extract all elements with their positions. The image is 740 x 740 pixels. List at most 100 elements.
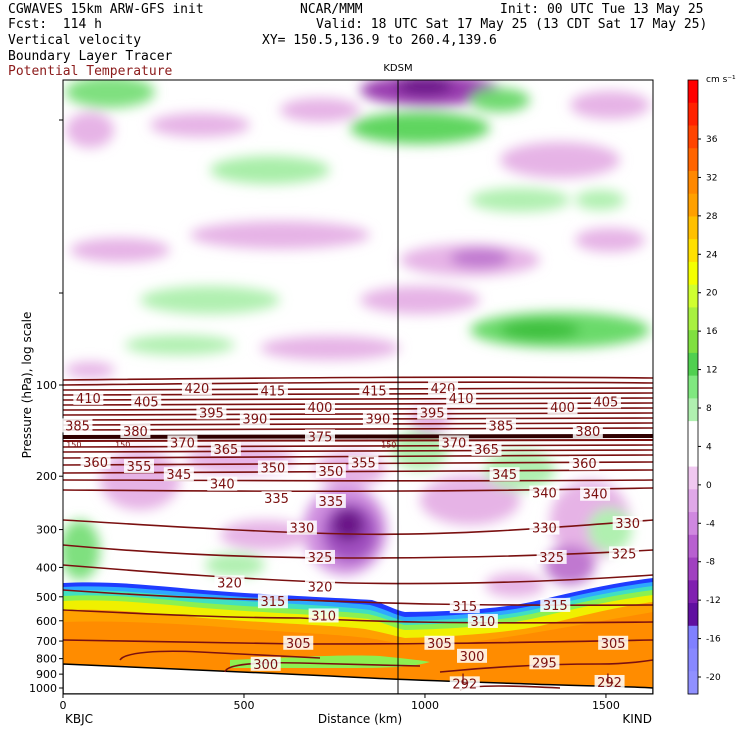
field-tracer: Boundary Layer Tracer — [8, 49, 173, 64]
theta-label-bg — [580, 486, 611, 501]
theta-contour-label: 375 — [308, 430, 333, 445]
y-axis-title: Pressure (hPa), log scale — [20, 312, 34, 459]
colorbar-unit: cm s⁻¹ — [706, 75, 736, 85]
theta-contour-label: 400 — [308, 401, 333, 416]
colorbar-swatch — [688, 216, 698, 240]
theta-contour-label: 340 — [210, 478, 235, 493]
theta-label-bg — [315, 463, 346, 478]
colorbar-swatch — [688, 398, 698, 422]
colorbar-swatch — [688, 307, 698, 331]
theta-label-bg — [348, 455, 379, 470]
theta-label-bg — [257, 383, 288, 398]
theta-contour-label: 325 — [612, 547, 637, 562]
theta-label-bg — [167, 435, 198, 450]
colorbar-swatch — [688, 375, 698, 399]
x-axis-title: Distance (km) — [318, 712, 402, 726]
theta-label-bg — [457, 648, 488, 663]
theta-contour-label: 310 — [311, 609, 336, 624]
theta-label-bg — [239, 411, 270, 426]
theta-contour-label: 370 — [442, 436, 467, 451]
theta-label-bg — [536, 549, 567, 564]
theta-contour-label: 305 — [427, 637, 452, 652]
colorbar-tick-label: 4 — [706, 442, 712, 452]
colorbar-swatch — [688, 284, 698, 308]
theta-contour-label: 320 — [308, 581, 333, 596]
theta-label-bg — [572, 423, 603, 438]
colorbar-tick-label: 32 — [706, 173, 717, 183]
theta-label-bg — [163, 467, 194, 482]
theta-label-bg — [286, 520, 317, 535]
theta-label-bg — [529, 520, 560, 535]
theta-contour-label: 380 — [123, 425, 148, 440]
field-potential-temperature: Potential Temperature — [8, 64, 173, 79]
y-tick-label: 300 — [36, 524, 57, 537]
x-axis: 0 500 1000 1500 — [60, 694, 620, 712]
y-tick-label: 900 — [36, 668, 57, 681]
theta-label-bg — [131, 394, 162, 409]
theta-contour-label: 365 — [213, 443, 238, 458]
org-label: NCAR/MMM — [300, 2, 363, 17]
colorbar-swatch — [688, 443, 698, 468]
theta-label-bg — [612, 516, 643, 531]
theta-contour-label: 395 — [199, 406, 224, 421]
theta-contour-label: 355 — [351, 457, 376, 472]
colorbar-swatch — [688, 421, 698, 445]
colorbar-tick-label: 0 — [706, 481, 712, 491]
theta-contour-label: 345 — [166, 468, 191, 483]
theta-contour-label: 330 — [289, 522, 314, 537]
theta-contour-label: 405 — [134, 395, 159, 410]
colorbar-tick-label: 28 — [706, 212, 718, 222]
theta-label-bg — [315, 493, 346, 508]
theta-contour-label: 415 — [261, 385, 286, 400]
theta-contour-label: 340 — [583, 488, 608, 503]
colorbar-swatch — [688, 625, 698, 650]
colorbar-swatch — [688, 352, 698, 377]
theta-label-bg — [214, 575, 245, 590]
theta-contour-label: 315 — [543, 599, 568, 614]
theta-contour-label: 295 — [532, 656, 557, 671]
colorbar-tick-label: -20 — [706, 673, 721, 683]
theta-label-bg — [449, 676, 480, 691]
colorbar-swatch — [688, 102, 698, 126]
theta-contour-label: 300 — [253, 658, 278, 673]
colorbar-swatch — [688, 489, 698, 513]
colorbar-swatch — [688, 603, 698, 627]
theta-label-bg — [609, 546, 640, 561]
y-tick-label: 400 — [36, 561, 57, 574]
theta-contour-label: 320 — [217, 576, 242, 591]
theta-label-bg — [594, 674, 625, 689]
theta-contour-label: 330 — [532, 522, 557, 537]
colorbar-swatch — [688, 512, 698, 536]
station-label: KDSM — [383, 63, 412, 74]
theta-contour-label: 325 — [539, 551, 564, 566]
theta-label-bg — [257, 460, 288, 475]
low-marker: L — [461, 672, 469, 687]
theta-label-bg — [598, 635, 629, 650]
y-tick-label: 1000 — [29, 682, 57, 695]
theta-contour-label: 345 — [492, 468, 517, 483]
theta-contour-label: 335 — [264, 492, 289, 507]
theta-label-bg — [569, 456, 600, 471]
cross-section-coords: XY= 150.5,136.9 to 260.4,139.6 — [262, 33, 497, 48]
theta-contour-label: 305 — [601, 637, 626, 652]
colorbar-tick-label: -16 — [706, 635, 721, 645]
theta-contour-label: 340 — [532, 487, 557, 502]
colorbar-swatch — [688, 170, 698, 195]
theta-contour-label: 292 — [452, 677, 477, 692]
theta-label-bg — [446, 390, 477, 405]
theta-label-bg — [257, 594, 288, 609]
theta-label-bg — [304, 549, 335, 564]
theta-label-bg — [417, 405, 448, 420]
theta-label-bg — [590, 394, 621, 409]
theta-label-bg — [207, 476, 238, 491]
theta-contour-label: 400 — [550, 401, 575, 416]
theta-contour-label: 380 — [575, 425, 600, 440]
colorbar-swatch — [688, 193, 698, 217]
theta-contour-label: 360 — [83, 456, 108, 471]
tracer-small-label: 150 — [66, 440, 81, 449]
colorbar-frame — [687, 79, 699, 695]
x-start-station-label: KBJC — [65, 712, 93, 726]
colorbar-tick-label: -4 — [706, 519, 715, 529]
colorbar-swatch — [688, 466, 698, 490]
